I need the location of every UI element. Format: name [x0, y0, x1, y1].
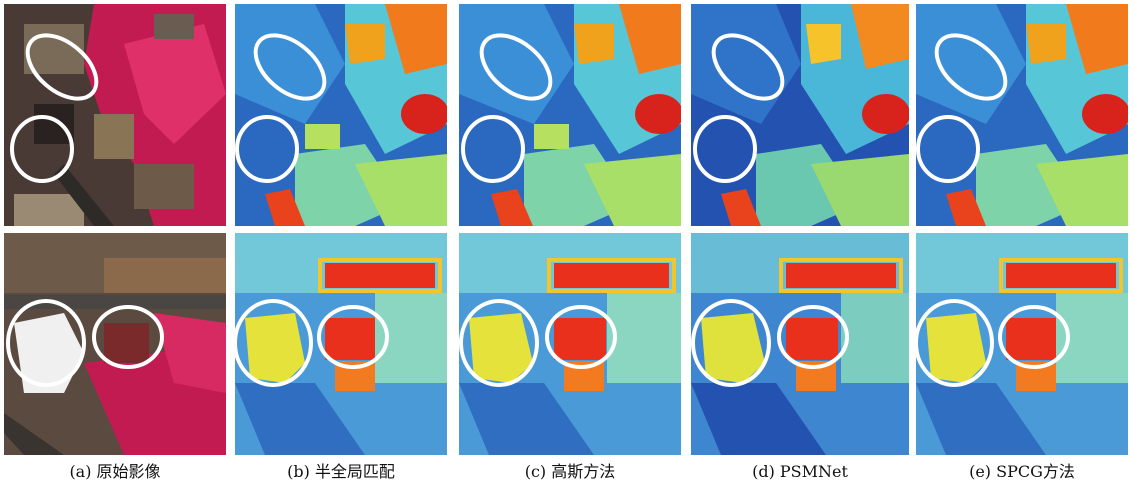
highlight-circle	[691, 299, 771, 387]
depth-map-sgm-row2	[235, 233, 447, 455]
panel-e-row2	[916, 233, 1128, 455]
highlight-circle	[10, 115, 74, 183]
depth-map-spcg-row2	[916, 233, 1128, 455]
caption-original-image: (a) 原始影像	[69, 462, 161, 481]
highlight-circle	[235, 299, 313, 387]
highlight-circle	[916, 115, 980, 183]
panel-b-row2	[235, 233, 447, 455]
highlight-circle	[461, 115, 525, 183]
depth-map-psmnet-row1	[691, 4, 909, 226]
depth-map-gaussian-row2	[459, 233, 681, 455]
panel-a-row1	[4, 4, 226, 226]
depth-map-gaussian-row1	[459, 4, 681, 226]
figure-grid	[4, 4, 1128, 455]
highlight-circle	[998, 305, 1070, 369]
highlight-circle	[711, 33, 785, 101]
highlight-circle	[479, 33, 553, 101]
panel-d-row2	[691, 233, 909, 455]
highlight-circle	[25, 33, 99, 101]
highlight-circle	[92, 305, 164, 369]
panel-b-row1	[235, 4, 447, 226]
panel-c-row1	[459, 4, 681, 226]
caption-sgm: (b) 半全局匹配	[287, 462, 395, 481]
original-image-row2	[4, 233, 226, 455]
depth-map-spcg-row1	[916, 4, 1128, 226]
panel-c-row2	[459, 233, 681, 455]
depth-map-psmnet-row2	[691, 233, 909, 455]
highlight-circle	[545, 305, 617, 369]
caption-psmnet: (d) PSMNet	[752, 462, 848, 481]
highlight-circle	[459, 299, 539, 387]
depth-map-sgm-row1	[235, 4, 447, 226]
panel-d-row1	[691, 4, 909, 226]
highlight-circle	[777, 305, 849, 369]
panel-a-row2	[4, 233, 226, 455]
caption-spcg: (e) SPCG方法	[969, 462, 1075, 481]
panel-e-row1	[916, 4, 1128, 226]
highlight-circle	[317, 305, 389, 369]
highlight-circle	[253, 33, 327, 101]
highlight-circle	[916, 299, 994, 387]
highlight-circle	[934, 33, 1008, 101]
original-image-row1	[4, 4, 226, 226]
caption-gaussian: (c) 高斯方法	[524, 462, 616, 481]
highlight-circle	[235, 115, 299, 183]
highlight-circle	[6, 299, 86, 387]
highlight-circle	[693, 115, 757, 183]
